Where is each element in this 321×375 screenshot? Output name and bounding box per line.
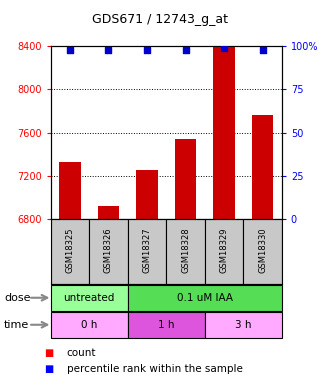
Text: ■: ■ — [44, 364, 54, 374]
Bar — [98, 206, 119, 219]
Text: percentile rank within the sample: percentile rank within the sample — [67, 364, 243, 374]
Bar — [136, 170, 158, 219]
Bar — [175, 139, 196, 219]
Text: GDS671 / 12743_g_at: GDS671 / 12743_g_at — [92, 13, 229, 26]
Text: ■: ■ — [44, 348, 54, 358]
Point — [221, 45, 227, 51]
Bar — [205, 312, 282, 338]
Text: 3 h: 3 h — [235, 320, 252, 330]
Text: GSM18326: GSM18326 — [104, 228, 113, 273]
Bar — [252, 116, 273, 219]
Text: untreated: untreated — [64, 293, 115, 303]
Text: GSM18325: GSM18325 — [65, 228, 74, 273]
Bar — [205, 219, 243, 284]
Bar — [51, 312, 128, 338]
Text: 0 h: 0 h — [81, 320, 98, 330]
Text: GSM18328: GSM18328 — [181, 228, 190, 273]
Bar — [128, 219, 166, 284]
Point — [260, 46, 265, 53]
Bar — [51, 285, 128, 310]
Text: count: count — [67, 348, 96, 358]
Point — [106, 46, 111, 53]
Text: GSM18327: GSM18327 — [143, 228, 152, 273]
Point — [183, 46, 188, 53]
Point — [144, 46, 150, 53]
Point — [67, 46, 73, 53]
Bar — [128, 312, 205, 338]
Text: time: time — [4, 320, 30, 330]
Bar — [89, 219, 128, 284]
Bar — [166, 219, 205, 284]
Bar — [59, 162, 81, 219]
Text: 1 h: 1 h — [158, 320, 175, 330]
Bar — [128, 285, 282, 310]
Bar — [51, 219, 89, 284]
Bar — [243, 219, 282, 284]
Bar — [213, 47, 235, 219]
Text: 0.1 uM IAA: 0.1 uM IAA — [177, 293, 233, 303]
Text: GSM18330: GSM18330 — [258, 228, 267, 273]
Text: GSM18329: GSM18329 — [220, 228, 229, 273]
Text: dose: dose — [4, 293, 31, 303]
